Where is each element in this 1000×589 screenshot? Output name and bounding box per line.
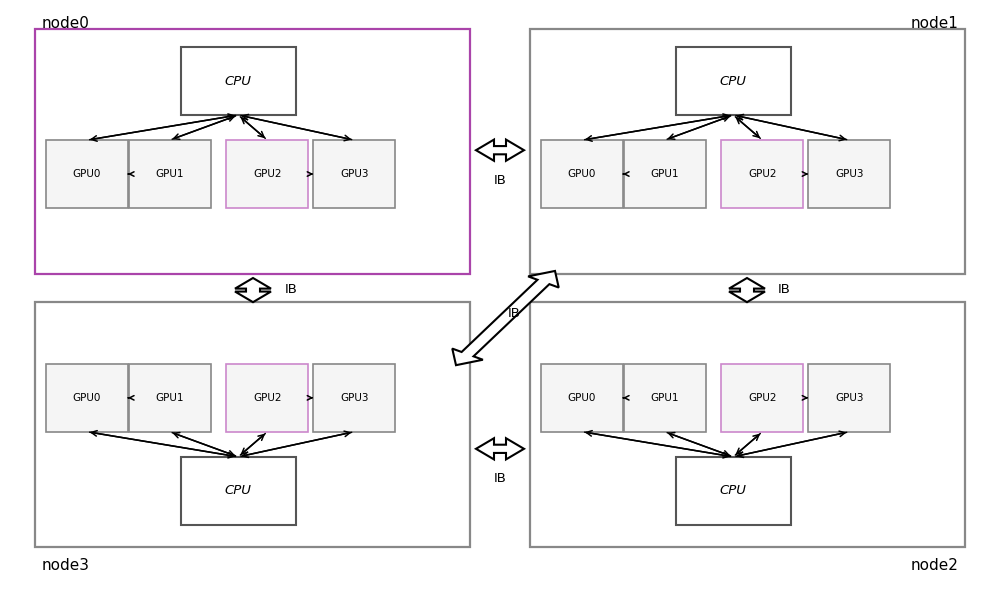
Bar [129,364,211,432]
Text: GPU2: GPU2 [748,393,777,403]
Bar [721,364,803,432]
Polygon shape [476,140,524,161]
Text: GPU2: GPU2 [253,169,282,179]
Bar [530,302,965,547]
Text: node2: node2 [910,558,958,573]
Polygon shape [476,438,524,459]
Bar [181,47,296,115]
Text: GPU1: GPU1 [155,393,184,403]
Bar [808,364,890,432]
Bar [313,140,395,208]
Text: GPU2: GPU2 [253,393,282,403]
Text: IB: IB [494,472,506,485]
Text: IB: IB [494,174,506,187]
Text: CPU: CPU [720,484,747,497]
Text: node1: node1 [910,16,958,31]
Text: IB: IB [778,283,791,296]
Bar [226,364,308,432]
Bar [226,140,308,208]
Text: GPU2: GPU2 [748,169,777,179]
Bar [35,302,470,547]
Bar [624,140,706,208]
Text: CPU: CPU [225,484,252,497]
Text: GPU0: GPU0 [568,169,596,179]
Text: GPU1: GPU1 [155,169,184,179]
Bar [541,140,623,208]
Bar [46,364,128,432]
Text: GPU0: GPU0 [73,393,101,403]
Text: GPU3: GPU3 [340,169,369,179]
Text: GPU1: GPU1 [650,169,679,179]
Bar [624,364,706,432]
Bar [181,457,296,525]
Bar [676,457,791,525]
Polygon shape [452,271,559,365]
Text: GPU0: GPU0 [568,393,596,403]
Text: node3: node3 [42,558,90,573]
Text: GPU1: GPU1 [650,393,679,403]
Text: GPU0: GPU0 [73,169,101,179]
Text: GPU3: GPU3 [835,393,864,403]
Bar [530,29,965,274]
Text: GPU3: GPU3 [835,169,864,179]
Bar [721,140,803,208]
Text: GPU3: GPU3 [340,393,369,403]
Bar [46,140,128,208]
Bar [313,364,395,432]
Polygon shape [235,278,271,302]
Bar [35,29,470,274]
Text: CPU: CPU [720,75,747,88]
Text: IB: IB [285,283,298,296]
Bar [541,364,623,432]
Bar [808,140,890,208]
Text: node0: node0 [42,16,90,31]
Bar [129,140,211,208]
Bar [676,47,791,115]
Polygon shape [729,278,765,302]
Text: IB: IB [508,307,520,320]
Text: CPU: CPU [225,75,252,88]
